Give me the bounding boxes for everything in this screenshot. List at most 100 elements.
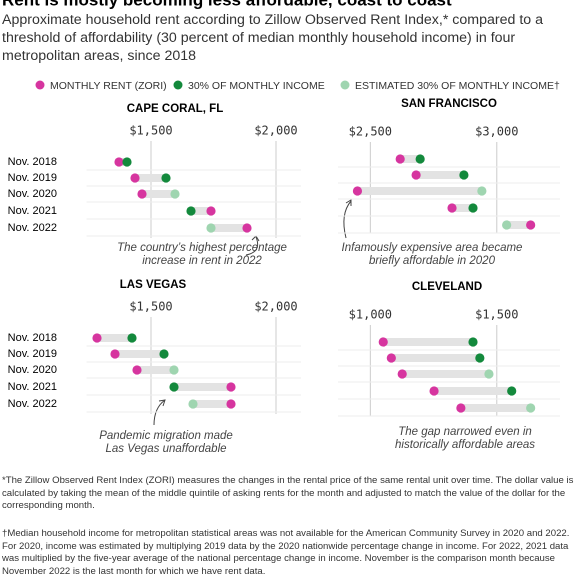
x-tick-label: $3,000 [475,125,518,139]
dot [110,349,120,359]
connector [115,350,164,358]
connector [142,190,175,198]
dot [415,154,425,164]
row-label: Nov. 2019 [8,172,57,184]
panel-title: SAN FRANCISCO [401,98,497,110]
legend-label: 30% OF MONTHLY INCOME [188,80,325,92]
dot [526,403,536,413]
connector [174,383,231,391]
dot [397,369,407,379]
dot [411,170,421,180]
panel-title: CAPE CORAL, FL [127,103,223,115]
dot [447,203,457,213]
annotation: briefly affordable in 2020 [369,255,496,267]
dot [242,223,252,233]
connector [391,354,480,362]
footnote: †Median household income for metropolita… [2,528,570,577]
dot [502,220,512,230]
connector [460,404,531,412]
row-label: Nov. 2022 [8,398,57,410]
connector [137,366,174,374]
arrow-head [345,199,352,206]
dot [188,399,198,409]
row-label: Nov. 2019 [8,348,57,360]
dot [186,206,196,216]
dot [484,369,494,379]
connector [193,400,231,408]
connector [383,338,474,346]
legend-label: MONTHLY RENT (ZORI) [50,80,167,92]
dot [386,353,396,363]
arrow-head [158,399,166,407]
annotation: Infamously expensive area became [342,242,523,254]
dot [114,157,124,167]
connector [211,224,247,232]
panel-title: CLEVELAND [412,281,482,293]
dot [169,382,179,392]
dot [127,333,137,343]
dot [226,399,236,409]
panel-title: LAS VEGAS [120,279,187,291]
x-tick-label: $1,500 [129,300,172,314]
x-tick-label: $1,500 [475,308,518,322]
row-label: Nov. 2022 [8,222,57,234]
arrow [153,399,166,426]
dot [395,154,405,164]
dot [352,186,363,196]
annotation: increase in rent in 2022 [142,255,262,267]
connector [191,207,211,215]
connector [416,171,464,179]
arrow [343,200,352,239]
dot [378,337,388,347]
dot [122,157,132,167]
x-tick-label: $2,000 [254,300,297,314]
connector [402,370,489,378]
row-label: Nov. 2021 [8,205,57,217]
dot [468,337,478,347]
dot [170,189,180,199]
row-label: Nov. 2020 [8,364,57,376]
subtitle: threshold of affordability (30 percent o… [2,30,515,46]
chart-title: Rent is mostly becoming less affordable,… [2,0,452,9]
x-tick-label: $1,000 [349,308,392,322]
annotation: Las Vegas unaffordable [105,443,226,455]
connector [506,221,531,229]
dot [459,170,469,180]
dot [169,365,179,375]
chart: Rent is mostly becoming less affordable,… [2,0,560,455]
legend-swatch [173,80,183,90]
legend-swatch [35,80,45,90]
row-label: Nov. 2020 [8,188,57,200]
dot [475,353,485,363]
annotation: The country’s highest percentage [117,242,287,254]
connector [452,204,474,212]
dot [206,223,216,233]
footnote: *The Zillow Observed Rent Index (ZORI) m… [2,475,574,512]
dot [132,365,142,375]
dot [159,349,169,359]
dot [92,333,102,343]
legend-swatch [340,80,350,90]
dot [477,186,487,196]
connector [357,187,482,195]
annotation: The gap narrowed even in [398,426,532,438]
connector [434,387,512,395]
dot [161,173,171,183]
dot [226,382,236,392]
connector [400,155,421,163]
dot [130,173,140,183]
row-label: Nov. 2018 [8,156,57,168]
annotation: Pandemic migration made [99,430,233,442]
dot [507,386,517,396]
dot [526,220,536,230]
subtitle: Approximate household rent according to … [2,12,543,28]
dot [429,386,439,396]
x-tick-label: $2,000 [254,124,297,138]
connector [97,334,132,342]
row-label: Nov. 2018 [8,332,57,344]
arrows [153,199,352,426]
x-tick-label: $2,500 [349,125,392,139]
subtitle: metropolitan areas, since 2018 [2,48,196,64]
row-label: Nov. 2021 [8,381,57,393]
